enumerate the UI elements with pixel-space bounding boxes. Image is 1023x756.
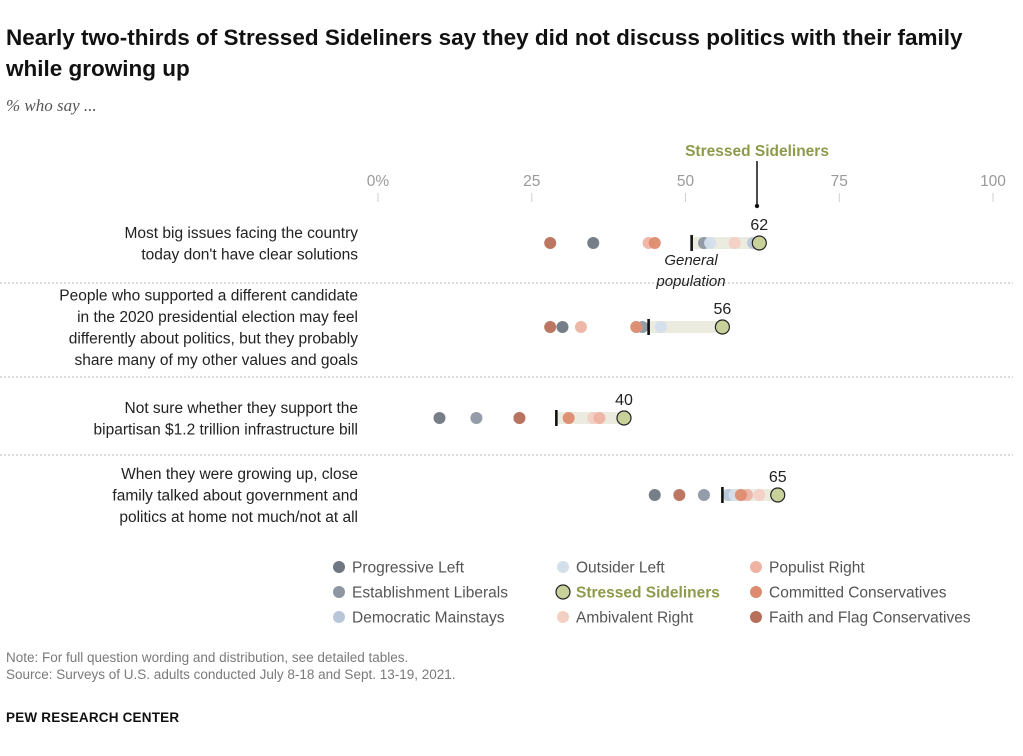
data-label: 65 (769, 469, 787, 486)
data-point (574, 321, 587, 333)
data-label: 56 (714, 301, 732, 318)
data-point (562, 412, 575, 424)
x-tick-label: 75 (831, 173, 848, 190)
data-point (544, 321, 557, 333)
legend-swatch (750, 611, 762, 623)
legend-label: Democratic Mainstays (352, 610, 505, 627)
x-tick-label: 50 (677, 173, 695, 190)
chart-title: Nearly two-thirds of Stressed Sideliners… (6, 25, 963, 81)
legend-swatch (333, 561, 345, 573)
data-point (556, 321, 569, 333)
data-point (593, 412, 606, 424)
x-tick-label: 25 (523, 173, 540, 190)
legend-swatch (555, 584, 571, 600)
legend-swatch (557, 611, 569, 623)
data-label: 40 (615, 392, 633, 409)
data-point (734, 489, 747, 501)
data-point (697, 489, 710, 501)
general-population-annotation: General (664, 252, 718, 269)
highlight-annotation: Stressed Sideliners (685, 143, 829, 160)
row-label: in the 2020 presidential election may fe… (77, 309, 358, 326)
data-point (433, 412, 446, 424)
row-label: differently about politics, but they pro… (69, 330, 358, 347)
data-point (648, 237, 661, 249)
row-label: Most big issues facing the country (125, 225, 359, 242)
data-point (654, 321, 667, 333)
chart-source: Source: Surveys of U.S. adults conducted… (6, 667, 456, 682)
legend-swatch (333, 611, 345, 623)
legend-label: Stressed Sideliners (576, 585, 720, 602)
chart-subtitle: % who say ... (6, 96, 97, 115)
row-label: family talked about government and (112, 488, 358, 505)
brand-logo-text: PEW RESEARCH CENTER (6, 710, 180, 725)
highlight-data-point (770, 487, 786, 503)
legend-label: Outsider Left (576, 560, 665, 577)
data-label: 62 (750, 217, 768, 234)
highlight-data-point (714, 319, 731, 335)
data-point (648, 489, 661, 501)
legend-label: Progressive Left (352, 560, 465, 577)
data-point (704, 237, 717, 249)
legend-label: Ambivalent Right (576, 610, 694, 627)
x-tick-label: 0% (367, 173, 390, 190)
legend-swatch (557, 561, 569, 573)
highlight-data-point (616, 410, 632, 426)
legend-swatch (750, 561, 762, 573)
legend-swatch (750, 586, 762, 598)
row-label: When they were growing up, close (121, 466, 358, 483)
legend-label: Populist Right (769, 560, 865, 577)
data-point (513, 412, 526, 424)
row-label: Not sure whether they support the (125, 400, 359, 417)
row-label: bipartisan $1.2 trillion infrastructure … (94, 421, 358, 438)
row-label: People who supported a different candida… (59, 287, 358, 304)
data-point (470, 412, 483, 424)
legend-label: Committed Conservatives (769, 585, 947, 602)
legend-label: Establishment Liberals (352, 585, 508, 602)
highlight-data-point (751, 235, 767, 251)
data-point (673, 489, 686, 501)
general-population-annotation: population (655, 273, 725, 290)
annotation-leader-dot (754, 203, 760, 209)
legend-swatch (333, 586, 345, 598)
row-label: politics at home not much/not at all (119, 509, 358, 526)
data-point (728, 237, 741, 249)
chart-note: Note: For full question wording and dist… (6, 650, 409, 665)
legend-label: Faith and Flag Conservatives (769, 610, 971, 627)
x-tick-label: 100 (980, 173, 1006, 190)
data-point (544, 237, 557, 249)
range-bar (648, 321, 723, 333)
row-label: today don't have clear solutions (141, 246, 358, 263)
row-label: share many of my other values and goals (75, 352, 359, 369)
data-point (587, 237, 600, 249)
data-point (630, 321, 643, 333)
data-point (753, 489, 766, 501)
